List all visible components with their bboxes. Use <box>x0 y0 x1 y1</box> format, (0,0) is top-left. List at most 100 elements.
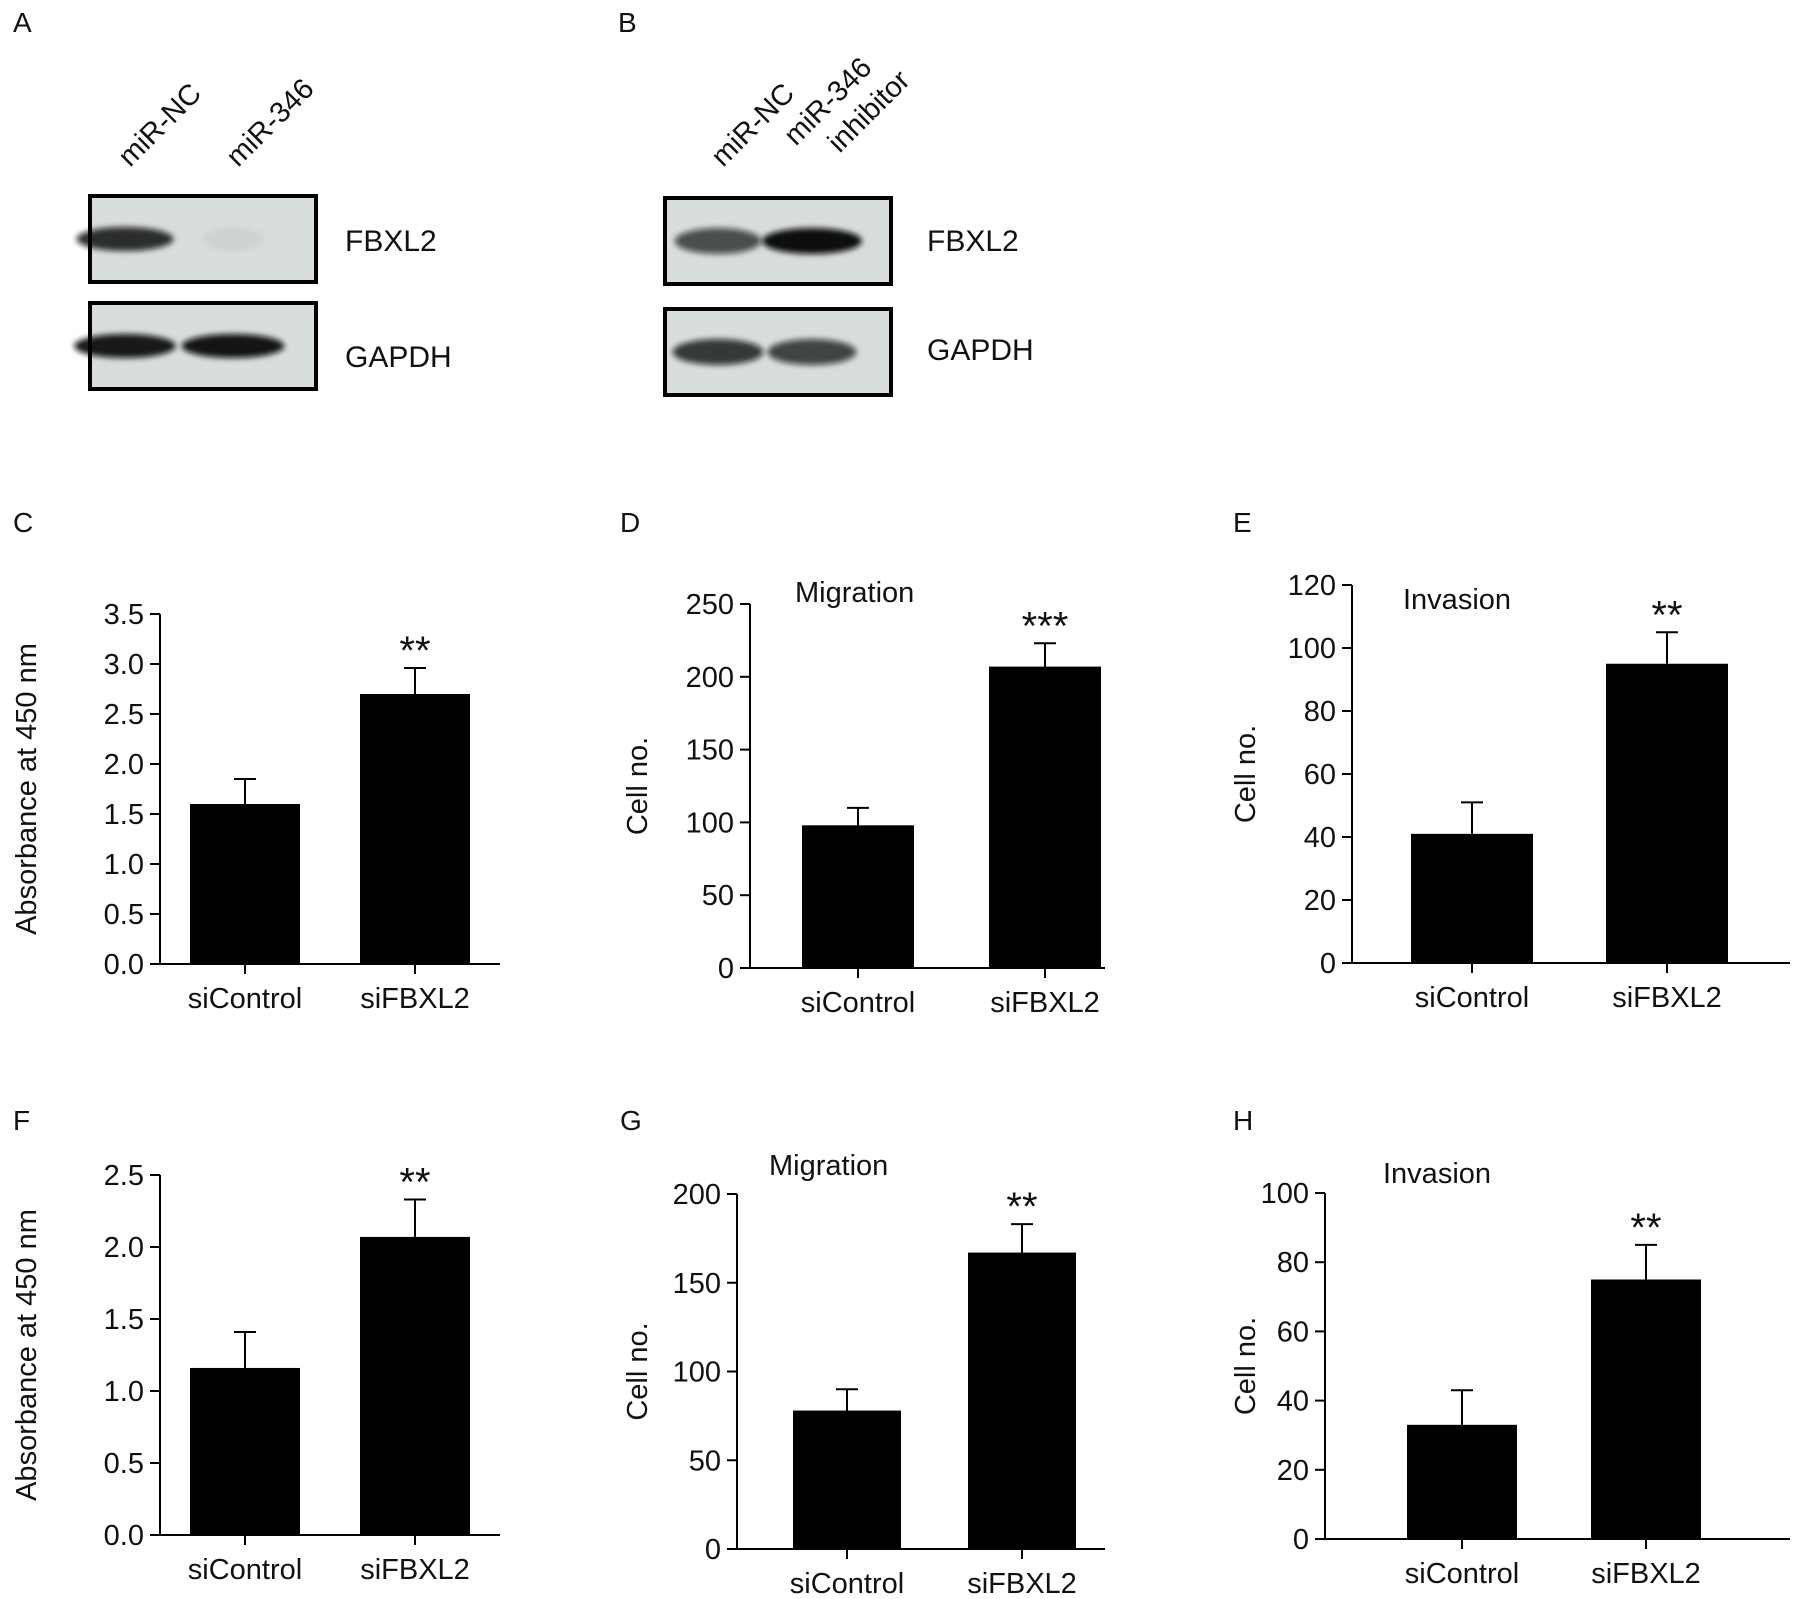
blot-row-label: GAPDH <box>927 334 1034 367</box>
bar <box>360 694 470 964</box>
significance-marker: ** <box>399 1160 430 1204</box>
panel-letter: G <box>620 1105 642 1136</box>
y-tick-label: 1.0 <box>104 849 144 881</box>
y-tick-label: 20 <box>1277 1455 1309 1487</box>
y-tick-label: 60 <box>1304 759 1336 791</box>
y-tick-label: 0.0 <box>104 949 144 981</box>
x-tick-label: siFBXL2 <box>360 1554 470 1586</box>
bar <box>968 1252 1076 1549</box>
significance-marker: ** <box>399 629 430 673</box>
significance-marker: ** <box>1630 1206 1661 1250</box>
chart-panel-h: H 0 20 40 60 80 100 Cell no. Invasion siControl si… <box>1230 1105 1790 1590</box>
y-tick-label: 0.5 <box>104 899 144 931</box>
blot-row-label: FBXL2 <box>927 225 1019 258</box>
y-tick-label: 150 <box>673 1268 721 1300</box>
lane-label: miR-NC <box>112 77 208 173</box>
y-tick-label: 3.5 <box>104 599 144 631</box>
y-tick-label: 1.5 <box>104 799 144 831</box>
x-tick-label: siFBXL2 <box>1591 1558 1701 1590</box>
chart-title: Invasion <box>1383 1158 1491 1190</box>
panel-letter: F <box>13 1105 30 1136</box>
y-tick-label: 100 <box>686 807 734 839</box>
panel-letter: H <box>1233 1105 1253 1136</box>
significance-marker: *** <box>1022 604 1069 648</box>
y-tick-label: 40 <box>1304 822 1336 854</box>
x-tick-label: siControl <box>801 987 915 1019</box>
y-axis-label: Cell no. <box>622 1322 654 1420</box>
bar <box>1407 1424 1517 1539</box>
significance-marker: ** <box>1006 1185 1037 1229</box>
blot-frame <box>88 194 318 284</box>
y-tick-label: 0 <box>705 1534 721 1566</box>
x-tick-label: siFBXL2 <box>990 987 1100 1019</box>
y-tick-label: 250 <box>686 589 734 621</box>
y-tick-label: 150 <box>686 735 734 767</box>
x-tick-label: siFBXL2 <box>1612 982 1722 1014</box>
blot-row-label: GAPDH <box>345 341 452 374</box>
bar <box>989 666 1101 968</box>
y-axis-label: Absorbance at 450 nm <box>11 643 43 935</box>
bar <box>793 1410 901 1549</box>
y-tick-label: 80 <box>1304 696 1336 728</box>
blot-band <box>203 227 263 251</box>
y-tick-label: 200 <box>686 662 734 694</box>
y-axis-label: Cell no. <box>1230 1317 1262 1415</box>
y-axis-label: Cell no. <box>1230 725 1262 823</box>
y-tick-label: 80 <box>1277 1247 1309 1279</box>
blot-band <box>672 339 764 365</box>
y-tick-label: 60 <box>1277 1316 1309 1348</box>
y-tick-label: 0.5 <box>104 1448 144 1480</box>
y-tick-label: 0 <box>1320 948 1336 980</box>
x-tick-label: siFBXL2 <box>967 1568 1077 1599</box>
blot-band <box>76 227 174 251</box>
y-tick-label: 3.0 <box>104 649 144 681</box>
blot-band <box>767 339 857 365</box>
y-tick-label: 0 <box>1293 1524 1309 1556</box>
bar <box>1606 663 1728 963</box>
y-axis-label: Absorbance at 450 nm <box>11 1209 43 1501</box>
x-tick-label: siControl <box>188 1554 302 1586</box>
bar <box>190 1367 300 1535</box>
x-tick-label: siControl <box>790 1568 904 1599</box>
panel-letter: C <box>13 507 33 538</box>
panel-letter: E <box>1233 507 1252 538</box>
chart-panel-c: C 0.0 0.5 1.0 1.5 2.0 2.5 3.0 3.5 Absorbance at 4… <box>11 507 500 1015</box>
bar <box>802 825 914 968</box>
y-tick-label: 2.5 <box>104 699 144 731</box>
blot-frame <box>88 301 318 391</box>
chart-panel-f: F 0.0 0.5 1.0 1.5 2.0 2.5 Absorbance at 450 nm s… <box>11 1105 500 1586</box>
chart-panel-g: G 0 50 100 150 200 Cell no. Migration siControl s… <box>620 1105 1105 1599</box>
y-tick-label: 20 <box>1304 885 1336 917</box>
bar <box>1591 1279 1701 1539</box>
y-tick-label: 100 <box>673 1357 721 1389</box>
bar <box>190 804 300 964</box>
bar <box>360 1236 470 1535</box>
lane-label: miR-346 <box>220 73 320 173</box>
lane-label: miR-346inhibitor <box>778 39 917 178</box>
significance-marker: ** <box>1651 593 1682 637</box>
y-tick-label: 200 <box>673 1179 721 1211</box>
blot-row-label: FBXL2 <box>345 225 437 258</box>
y-tick-label: 2.0 <box>104 749 144 781</box>
y-tick-label: 0 <box>718 953 734 985</box>
y-axis-label: Cell no. <box>622 737 654 835</box>
blot-band <box>674 228 762 254</box>
panel-letter: A <box>13 7 32 38</box>
y-tick-label: 100 <box>1288 633 1336 665</box>
y-tick-label: 50 <box>689 1445 721 1477</box>
chart-panel-e: E 0 20 40 60 80 100 120 Cell no. Invasion siContro… <box>1230 507 1790 1014</box>
x-tick-label: siControl <box>188 983 302 1015</box>
y-tick-label: 50 <box>702 880 734 912</box>
x-tick-label: siFBXL2 <box>360 983 470 1015</box>
y-tick-label: 1.5 <box>104 1304 144 1336</box>
panel-letter: D <box>620 507 640 538</box>
y-tick-label: 100 <box>1261 1178 1309 1210</box>
chart-title: Migration <box>795 577 914 609</box>
y-tick-label: 40 <box>1277 1386 1309 1418</box>
chart-title: Migration <box>769 1150 888 1182</box>
chart-title: Invasion <box>1403 584 1511 616</box>
blot-band <box>181 334 285 358</box>
